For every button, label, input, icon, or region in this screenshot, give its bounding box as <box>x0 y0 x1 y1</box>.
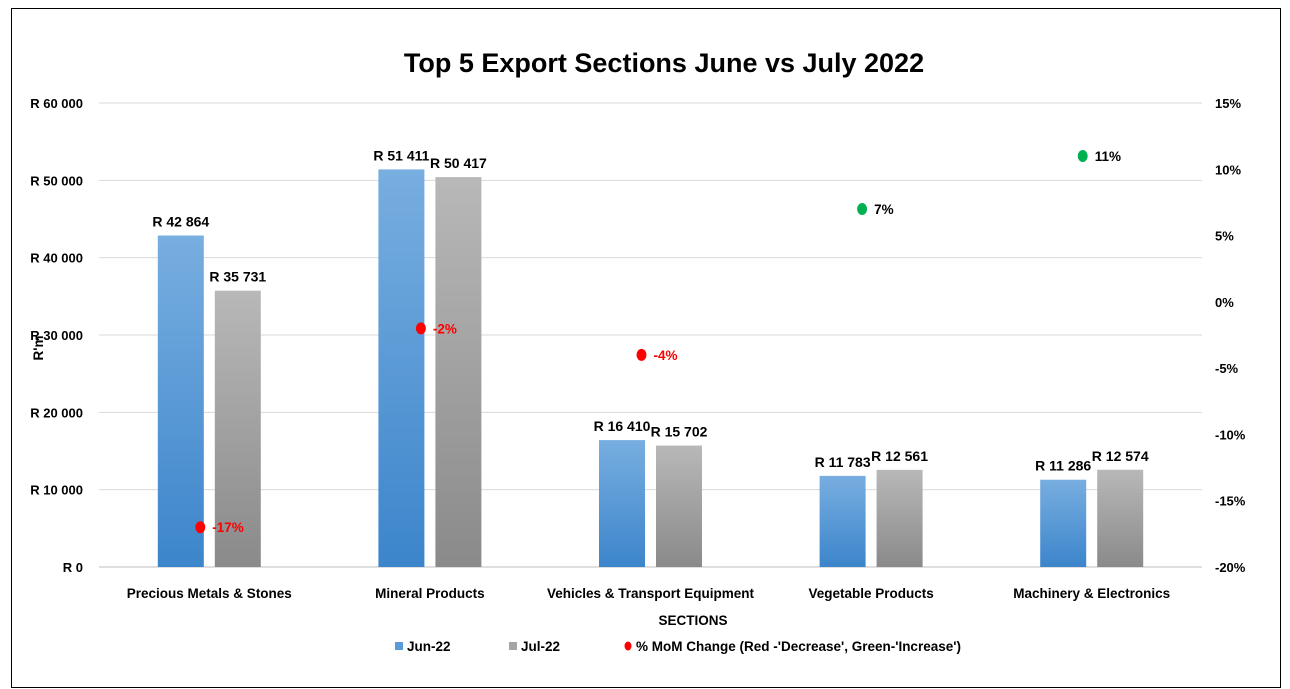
y2-tick-label: -15% <box>1215 494 1246 509</box>
legend-swatch <box>509 642 517 650</box>
x-tick-label: Machinery & Electronics <box>1013 586 1170 601</box>
mom-label: -4% <box>654 348 678 363</box>
x-tick-label: Vehicles & Transport Equipment <box>547 586 755 601</box>
bar-jul <box>876 469 923 567</box>
data-label: R 50 417 <box>430 155 487 171</box>
y-axis-title: R'm <box>31 336 46 361</box>
chart: Top 5 Export Sections June vs July 2022 … <box>30 48 1246 654</box>
y2-tick-label: -10% <box>1215 427 1246 442</box>
data-label: R 51 411 <box>373 147 429 163</box>
legend-label: % MoM Change (Red -'Decrease', Green-'In… <box>636 639 961 654</box>
legend-label: Jul-22 <box>521 639 560 654</box>
y-tick-label: R 20 000 <box>30 405 83 420</box>
y2-tick-label: -20% <box>1215 560 1246 575</box>
bar-jun <box>819 475 866 567</box>
bar-jun <box>599 440 645 567</box>
data-label: R 42 864 <box>152 214 209 230</box>
bar-jul <box>1097 469 1144 567</box>
y2-tick-label: 10% <box>1215 162 1241 177</box>
bar-jun <box>1040 479 1087 567</box>
grid <box>99 102 1202 568</box>
data-label: R 11 286 <box>1035 458 1091 474</box>
data-label: R 16 410 <box>594 418 651 434</box>
mom-point <box>415 322 426 335</box>
bar-jul <box>656 445 702 567</box>
x-tick-label: Precious Metals & Stones <box>127 586 292 601</box>
bars: R 42 864 R 35 731 R 51 411 R 50 417 R 16 410… <box>152 147 1149 568</box>
data-label: R 35 731 <box>209 269 266 285</box>
data-label: R 12 561 <box>871 448 928 464</box>
y2-tick-label: -5% <box>1215 361 1239 376</box>
legend: Jun-22 Jul-22 % MoM Change (Red -'Decrease… <box>395 639 961 654</box>
y2-tick-label: 15% <box>1215 96 1241 111</box>
y-axis: R 0 R 10 000 R 20 000 R 30 000 R 40 000 R 50 … <box>30 96 83 575</box>
legend-swatch <box>395 642 403 650</box>
y2-tick-label: 0% <box>1215 295 1234 310</box>
mom-point <box>195 521 206 534</box>
y-tick-label: R 50 000 <box>30 173 83 188</box>
chart-title: Top 5 Export Sections June vs July 2022 <box>404 48 924 78</box>
mom-label: 11% <box>1095 149 1121 164</box>
mom-point <box>1077 150 1088 163</box>
x-tick-label: Mineral Products <box>375 586 485 601</box>
mom-label: 7% <box>874 202 894 217</box>
legend-swatch <box>624 641 632 651</box>
bar-jul <box>214 290 261 567</box>
data-label: R 12 574 <box>1092 448 1149 464</box>
y2-tick-label: 5% <box>1215 229 1234 244</box>
mom-label: -2% <box>433 321 457 336</box>
y-tick-label: R 40 000 <box>30 251 83 266</box>
bar-jun <box>378 169 425 567</box>
mom-label: -17% <box>212 520 244 535</box>
y-tick-label: R 30 000 <box>30 328 83 343</box>
mom-points: -17% -2% -4% 7% 11% <box>195 149 1121 535</box>
chart-frame: Top 5 Export Sections June vs July 2022 … <box>11 8 1281 688</box>
y-tick-label: R 60 000 <box>30 96 83 111</box>
legend-label: Jun-22 <box>407 639 451 654</box>
bar-jun <box>157 235 204 567</box>
data-label: R 11 783 <box>815 454 871 470</box>
data-label: R 15 702 <box>651 424 708 440</box>
y-tick-label: R 10 000 <box>30 483 83 498</box>
mom-point <box>857 203 868 216</box>
mom-point <box>636 348 647 361</box>
x-axis: Precious Metals & Stones Mineral Products… <box>127 586 1170 601</box>
y2-axis: -20% -15% -10% -5% 0% 5% 10% 15% <box>1215 96 1246 575</box>
x-axis-title: SECTIONS <box>658 613 727 628</box>
bar-jul <box>435 177 482 568</box>
x-tick-label: Vegetable Products <box>808 586 933 601</box>
y-tick-label: R 0 <box>63 560 83 575</box>
